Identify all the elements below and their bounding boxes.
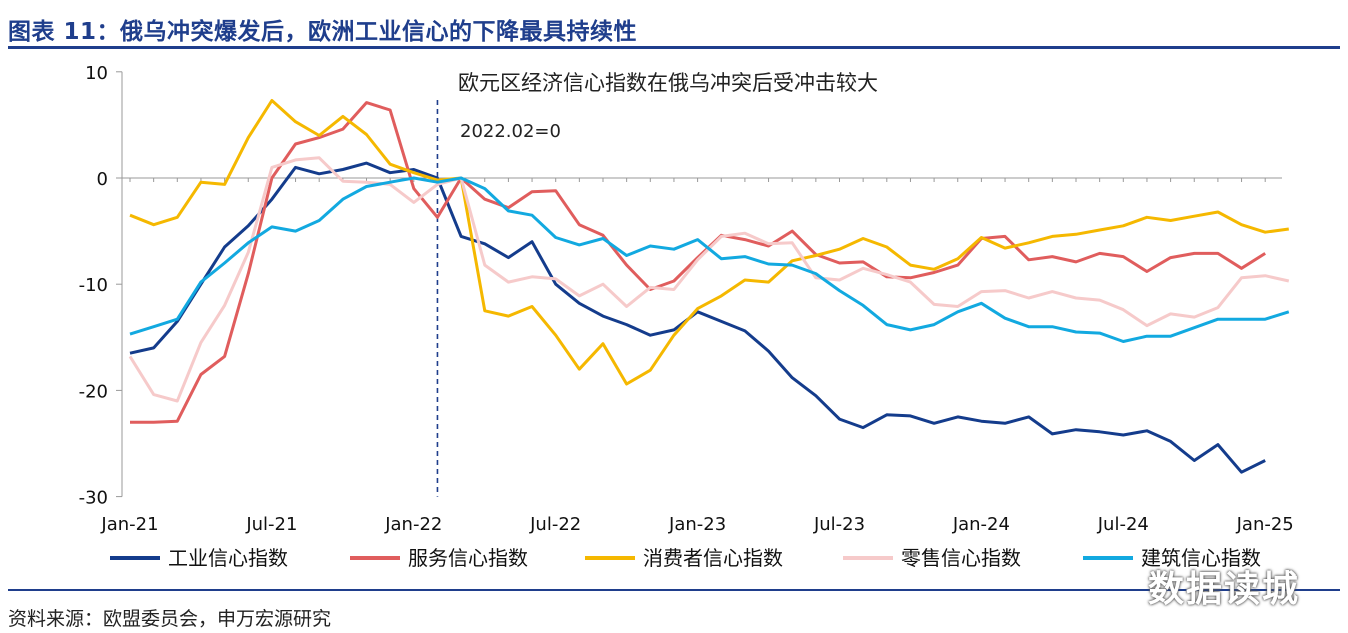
title-rule — [8, 46, 1340, 49]
legend-label: 消费者信心指数 — [643, 546, 783, 570]
x-tick-label: Jan-22 — [384, 514, 442, 535]
annotation-main: 欧元区经济信心指数在俄乌冲突后受冲击较大 — [458, 71, 878, 95]
line-chart: 10 0 -10 -20 -30 Jan-21 Jul-21 Jan-22 Jul-22 Jan-… — [79, 63, 1294, 570]
y-tick-label: -30 — [79, 488, 108, 509]
source-note: 资料来源：欧盟委员会，申万宏源研究 — [8, 608, 332, 630]
watermark: 数据读城 — [1148, 569, 1301, 610]
legend-label: 服务信心指数 — [408, 546, 528, 570]
series-line — [128, 156, 1290, 403]
x-tick-label: Jul-21 — [245, 514, 297, 535]
y-tick-label: -10 — [79, 275, 108, 296]
x-tick-label: Jul-24 — [1097, 514, 1149, 535]
x-tick-label: Jan-23 — [668, 514, 726, 535]
series-line — [129, 161, 1266, 474]
x-tick-label: Jan-21 — [100, 514, 158, 535]
x-tick-label: Jul-22 — [529, 514, 581, 535]
x-tick-label: Jan-25 — [1236, 514, 1294, 535]
legend-label: 建筑信心指数 — [1141, 546, 1261, 570]
legend-label: 工业信心指数 — [168, 546, 288, 570]
footer-rule — [8, 589, 1340, 591]
series-line — [130, 101, 1266, 424]
series-lines — [128, 99, 1290, 474]
y-tick-label: 0 — [97, 169, 108, 190]
annotation-baseline: 2022.02=0 — [460, 121, 561, 142]
y-tick-label: -20 — [79, 381, 108, 402]
series-line — [129, 99, 1290, 386]
x-tick-label: Jan-24 — [952, 514, 1010, 535]
series-line — [129, 176, 1290, 343]
x-tick-label: Jul-23 — [813, 514, 865, 535]
axes: 10 0 -10 -20 -30 Jan-21 Jul-21 Jan-22 Jul-22 Jan-… — [79, 63, 1294, 535]
y-tick-label: 10 — [85, 63, 108, 84]
chart-title: 图表 11：俄乌冲突爆发后，欧洲工业信心的下降最具持续性 — [8, 19, 638, 45]
legend: 工业信心指数 服务信心指数 消费者信心指数 零售信心指数 建筑信心指数 — [110, 546, 1261, 570]
legend-label: 零售信心指数 — [901, 546, 1021, 570]
